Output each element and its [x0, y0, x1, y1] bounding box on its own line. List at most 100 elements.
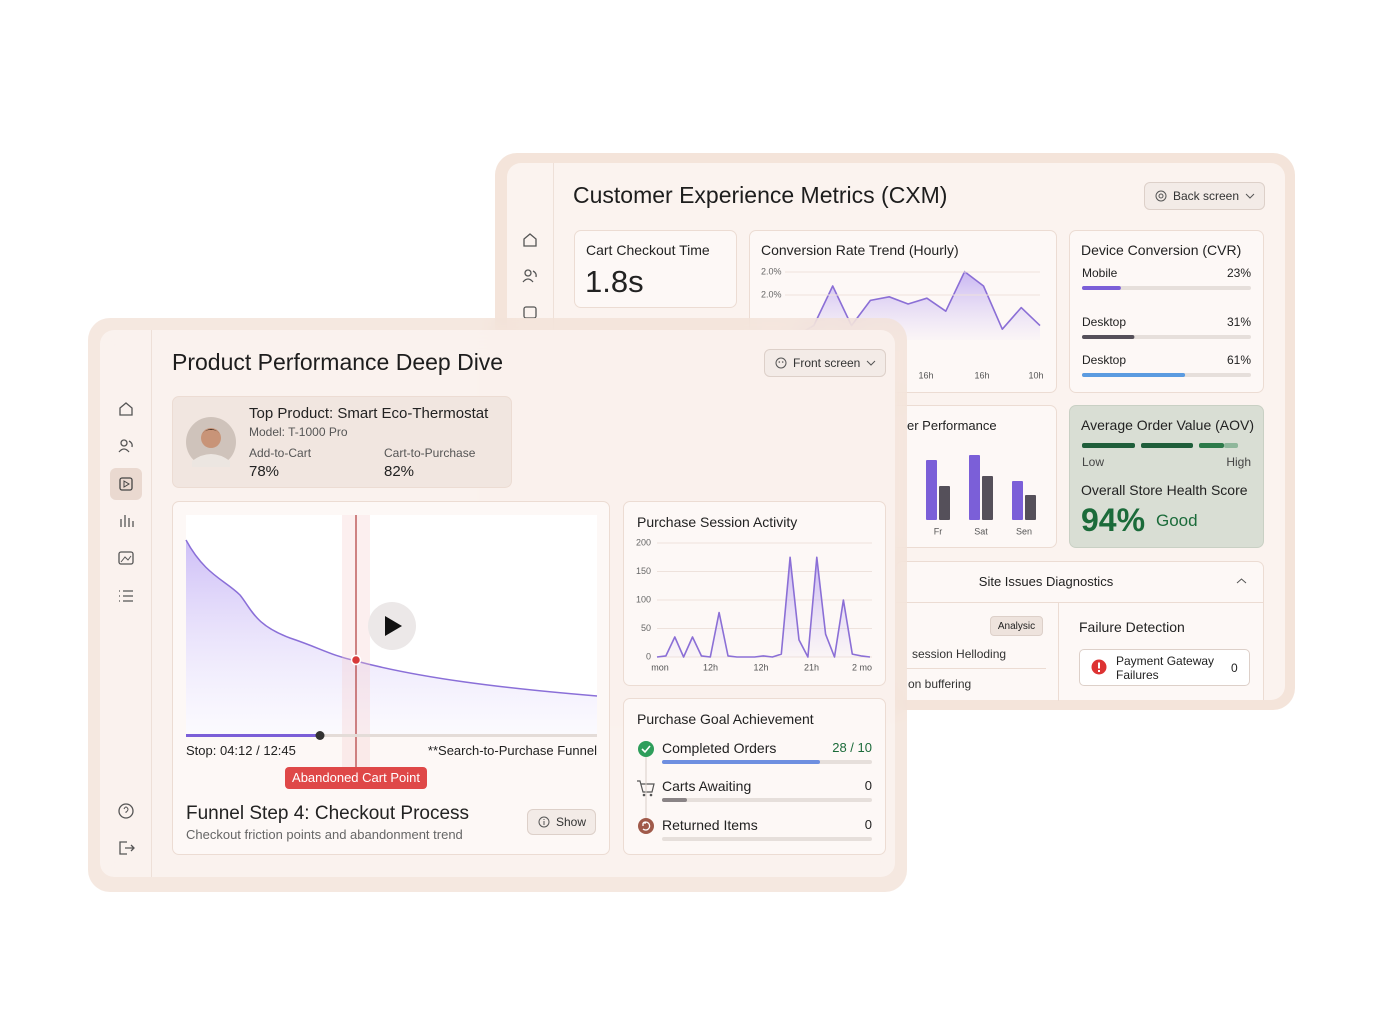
chevron: [1245, 193, 1255, 199]
goal-label: Returned Items: [662, 817, 758, 833]
goal-label: Carts Awaiting: [662, 778, 752, 794]
goal-value: 0: [864, 817, 872, 832]
device-bar: [1082, 335, 1135, 339]
x-tick-label: Sen: [1016, 526, 1032, 536]
x-tick-label: Sat: [974, 526, 988, 536]
button-icon: [1155, 190, 1167, 202]
marker-badge: Abandoned Cart Point: [285, 767, 427, 789]
x-tick-label: Fr: [934, 526, 943, 536]
button-icon: [538, 816, 550, 828]
video-time: Stop: 04:12 / 12:45: [186, 743, 296, 758]
y-tick-label: 100: [636, 594, 651, 604]
front-sidebar: [100, 330, 152, 877]
device-title: Device Conversion (CVR): [1081, 242, 1242, 258]
product-card: [172, 396, 512, 488]
y-tick-label: 150: [636, 566, 651, 576]
x-tick-label: 10h: [1028, 370, 1043, 380]
aov-title: Average Order Value (AOV): [1081, 417, 1255, 433]
device-label: Mobile: [1082, 266, 1118, 280]
product-name: Top Product: Smart Eco-Thermostat: [249, 405, 489, 422]
step-title: Funnel Step 4: Checkout Process: [186, 803, 470, 824]
goal-label: Completed Orders: [662, 740, 777, 756]
stat-label: Add-to-Cart: [249, 446, 312, 460]
alert-icon: [1091, 659, 1107, 675]
failure-box: [1079, 649, 1250, 686]
device-label: Desktop: [1082, 353, 1126, 367]
button-label: Back screen: [1173, 189, 1240, 203]
goal-value: 0: [864, 778, 872, 793]
issues-chevron[interactable]: [1236, 577, 1247, 585]
sidebar-active[interactable]: [110, 468, 142, 500]
bar: [1025, 495, 1036, 520]
device-label: Desktop: [1082, 315, 1126, 329]
bar: [982, 476, 993, 520]
x-tick-label: 12h: [753, 662, 768, 672]
failure-count: 0: [1231, 661, 1238, 675]
analysis-tag[interactable]: Analysic: [990, 616, 1043, 636]
button-icon: [775, 357, 787, 369]
bar: [1012, 481, 1023, 520]
aov-low: Low: [1082, 455, 1105, 469]
checkout-value: 1.8s: [585, 264, 644, 299]
x-tick-label: 2 mo: [852, 662, 872, 672]
y-tick-label: 2.0%: [761, 266, 782, 276]
button-label: Front screen: [793, 356, 861, 370]
line: [794, 270, 1041, 338]
issues-title: Site Issues Diagnostics: [978, 574, 1114, 589]
y-tick-label: 0: [646, 651, 651, 661]
device-value: 23%: [1227, 266, 1251, 280]
x-tick-label: mon: [651, 662, 669, 672]
back-screen-button[interactable]: Back screen: [1144, 182, 1265, 210]
device-bar: [1082, 286, 1121, 290]
chevron: [867, 360, 876, 366]
product-model: Model: T-1000 Pro: [249, 425, 348, 439]
stat-value: 82%: [384, 463, 415, 480]
x-tick-label: 16h: [918, 370, 933, 380]
button-label: Show: [556, 815, 587, 829]
trend-title: Conversion Rate Trend (Hourly): [761, 242, 959, 258]
step-subtitle: Checkout friction points and abandonment…: [186, 827, 463, 842]
show-button[interactable]: Show: [527, 809, 596, 835]
back-title: Customer Experience Metrics (CXM): [573, 182, 948, 208]
device-track: [1082, 286, 1251, 290]
bar: [969, 455, 980, 520]
device-value: 61%: [1227, 353, 1251, 367]
x-tick-label: 12h: [703, 662, 718, 672]
health-status: Good: [1156, 511, 1198, 530]
checkout-card: [574, 230, 737, 308]
device-value: 31%: [1227, 315, 1251, 329]
aov-card: [1069, 405, 1264, 548]
goals-title: Purchase Goal Achievement: [637, 711, 814, 727]
health-label: Overall Store Health Score: [1081, 482, 1248, 498]
line: [656, 556, 871, 658]
line-area: [657, 557, 870, 657]
device-bar: [1082, 373, 1186, 377]
front-sidebar-icons: [118, 402, 135, 855]
checkout-label: Cart Checkout Time: [586, 242, 710, 258]
y-tick-label: 2.0%: [761, 289, 782, 299]
front-screen-button[interactable]: Front screen: [764, 349, 886, 377]
aov-segments: [1082, 443, 1238, 448]
session-title: Purchase Session Activity: [637, 514, 798, 530]
issue-item: session Helloding: [912, 647, 1007, 661]
x-tick-label: 21h: [804, 662, 819, 672]
stat-value: 78%: [249, 463, 280, 480]
front-title: Product Performance Deep Dive: [172, 349, 504, 375]
x-tick-label: 16h: [974, 370, 989, 380]
issues-row-divider: [906, 668, 1046, 669]
aov-high: High: [1226, 455, 1251, 469]
bar: [926, 460, 937, 520]
failure-title: Failure Detection: [1079, 619, 1185, 635]
performance-title: er Performance: [907, 418, 997, 433]
issue-item: on buffering: [908, 677, 972, 691]
product-avatar: [186, 417, 236, 467]
goals-card: [623, 698, 886, 855]
y-tick-label: 200: [636, 537, 651, 547]
issues-column-divider: [1058, 603, 1059, 701]
goal-value: 28 / 10: [832, 740, 872, 755]
